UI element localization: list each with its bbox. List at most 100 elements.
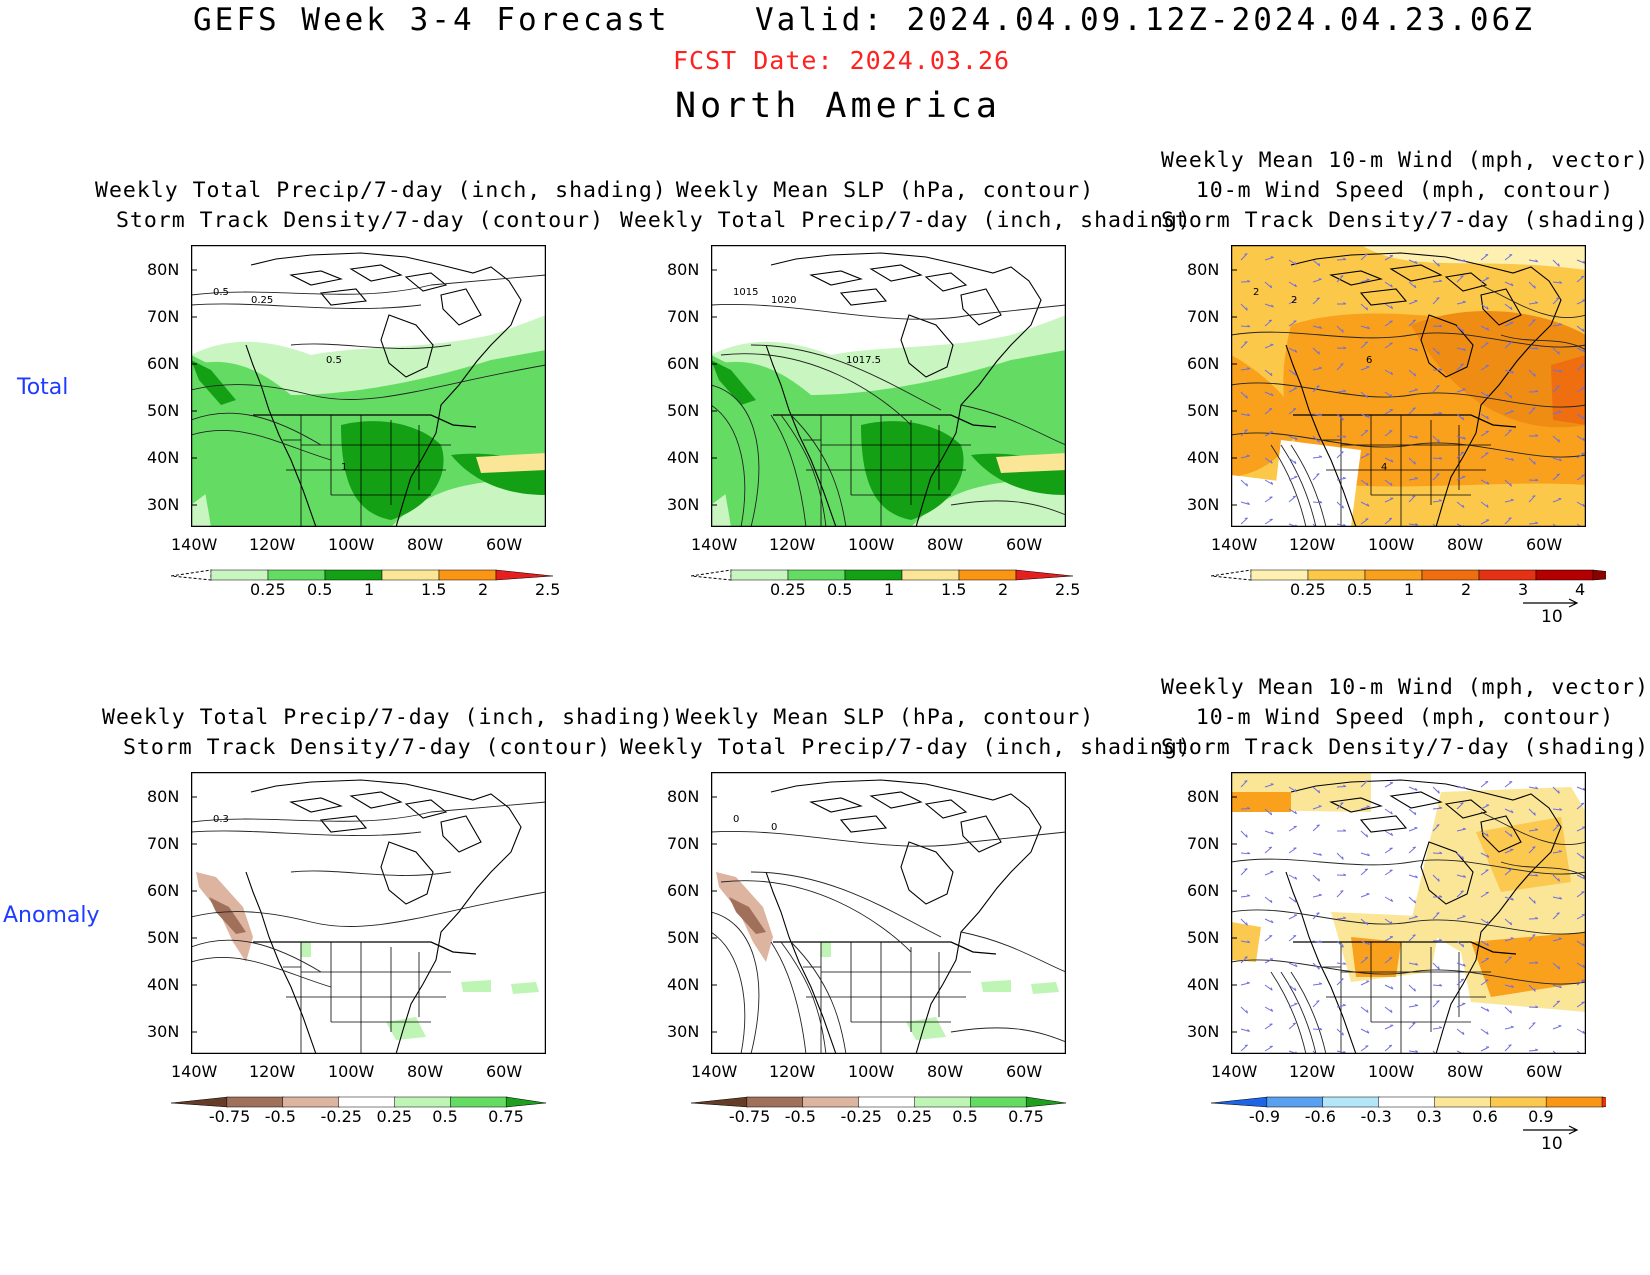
colorbar-label: 0.5 <box>827 580 853 599</box>
colorbar-label: 2.5 <box>535 580 561 599</box>
colorbar-label: 0.25 <box>770 580 806 599</box>
colorbar-label: 0.25 <box>250 580 286 599</box>
colorbar-label: 1 <box>364 580 375 599</box>
lat-tick-label: 80N <box>1187 260 1220 279</box>
forecast-date: FCST Date: 2024.03.26 <box>673 46 1011 75</box>
lon-tick-label: 100W <box>848 1062 895 1081</box>
lon-tick-label: 60W <box>1006 535 1043 554</box>
lat-tick-label: 30N <box>147 1022 180 1041</box>
lat-tick-label: 40N <box>1187 448 1220 467</box>
lon-tick-label: 80W <box>1447 1062 1484 1081</box>
contour-label: 0 <box>771 822 777 833</box>
region-title: North America <box>675 86 1001 126</box>
colorbar-label: 1 <box>1404 580 1415 599</box>
colorbar-label: 0.75 <box>1008 1107 1044 1126</box>
lon-tick-label: 100W <box>848 535 895 554</box>
colorbar <box>1211 1096 1606 1108</box>
colorbar-label: 0.3 <box>1416 1107 1442 1126</box>
colorbar-label: -0.9 <box>1248 1107 1281 1126</box>
lat-tick-label: 40N <box>147 448 180 467</box>
panel-title-total-slp: Weekly Mean SLP (hPa, contour) Weekly Tot… <box>620 178 1192 233</box>
lat-tick-label: 70N <box>147 307 180 326</box>
map-total-precip: 0.5 0.25 0.5 1 <box>191 245 546 527</box>
panel-title-anom-wind: Weekly Mean 10-m Wind (mph, vector) 10-m … <box>1160 675 1650 760</box>
lon-tick-label: 120W <box>1289 1062 1336 1081</box>
vector-reference-label: 10 <box>1541 607 1563 627</box>
lon-tick-label: 80W <box>927 1062 964 1081</box>
lat-tick-label: 80N <box>147 787 180 806</box>
lat-tick-label: 50N <box>667 401 700 420</box>
map-anom-precip: 0.3 <box>191 772 546 1054</box>
lon-tick-label: 100W <box>328 1062 375 1081</box>
lat-tick-label: 60N <box>667 354 700 373</box>
colorbar-label: -0.6 <box>1304 1107 1336 1126</box>
lat-tick-label: 50N <box>1187 928 1220 947</box>
lon-tick-label: 60W <box>486 1062 523 1081</box>
colorbar-label: 0.25 <box>896 1107 933 1126</box>
lon-tick-label: 120W <box>769 1062 816 1081</box>
colorbar-label: 2.5 <box>1055 580 1081 599</box>
contour-label: 0.5 <box>326 355 342 366</box>
panel-title-total-wind: Weekly Mean 10-m Wind (mph, vector) 10-m … <box>1160 148 1650 233</box>
colorbar-label: 0.25 <box>376 1107 413 1126</box>
colorbar-label: -0.75 <box>728 1107 771 1126</box>
lat-tick-label: 50N <box>147 401 180 420</box>
colorbar-label: -0.25 <box>840 1107 882 1126</box>
lon-tick-label: 100W <box>1368 535 1415 554</box>
lon-tick-label: 120W <box>249 1062 296 1081</box>
lat-tick-label: 80N <box>667 260 700 279</box>
header-title: GEFS Week 3-4 Forecast <box>193 2 670 38</box>
contour-label: 1 <box>341 462 347 473</box>
colorbar-label: 3 <box>1518 580 1529 599</box>
lon-tick-label: 120W <box>1289 535 1336 554</box>
lat-tick-label: 30N <box>667 495 700 514</box>
map-anom-wind <box>1231 772 1586 1054</box>
valid-period: Valid: 2024.04.09.12Z-2024.04.23.06Z <box>755 2 1535 38</box>
lat-tick-label: 70N <box>667 307 700 326</box>
colorbar-label: 1 <box>884 580 895 599</box>
lon-tick-label: 60W <box>1006 1062 1043 1081</box>
lat-tick-label: 70N <box>1187 834 1220 853</box>
colorbar-label: 0.5 <box>952 1107 978 1126</box>
map-anom-slp: 00 <box>711 772 1066 1054</box>
lat-tick-label: 40N <box>667 975 700 994</box>
contour-label: 1015 <box>733 287 758 298</box>
lon-tick-label: 80W <box>1447 535 1484 554</box>
lon-tick-label: 140W <box>1211 535 1258 554</box>
contour-label: 1017.5 <box>846 355 881 366</box>
colorbar-label: -0.25 <box>320 1107 362 1126</box>
lon-tick-label: 80W <box>407 1062 444 1081</box>
contour-label: 2 <box>1291 295 1297 306</box>
contour-label: 6 <box>1366 355 1372 366</box>
lat-tick-label: 30N <box>1187 1022 1220 1041</box>
lon-tick-label: 120W <box>769 535 816 554</box>
colorbar <box>691 1096 1067 1108</box>
colorbar-label: -0.5 <box>264 1107 296 1126</box>
map-total-slp: 1015 1020 1017.5 <box>711 245 1066 527</box>
lon-tick-label: 140W <box>1211 1062 1258 1081</box>
lat-tick-label: 30N <box>147 495 180 514</box>
colorbar <box>171 1096 547 1108</box>
lat-tick-label: 60N <box>147 881 180 900</box>
colorbar-label: 0.6 <box>1472 1107 1498 1126</box>
lat-tick-label: 50N <box>147 928 180 947</box>
colorbar-label: 0.75 <box>488 1107 524 1126</box>
colorbar-label: -0.5 <box>784 1107 816 1126</box>
vector-reference-arrow <box>1523 598 1579 608</box>
contour-label: 0.5 <box>213 287 229 298</box>
contour-label: 0 <box>733 814 739 825</box>
lat-tick-label: 60N <box>1187 881 1220 900</box>
lon-tick-label: 140W <box>171 1062 218 1081</box>
lat-tick-label: 80N <box>667 787 700 806</box>
contour-label: 0.25 <box>251 295 273 306</box>
row-label-anomaly: Anomaly <box>3 903 100 928</box>
lon-tick-label: 100W <box>328 535 375 554</box>
lon-tick-label: 80W <box>927 535 964 554</box>
lat-tick-label: 70N <box>147 834 180 853</box>
lon-tick-label: 140W <box>171 535 218 554</box>
lon-tick-label: 80W <box>407 535 444 554</box>
colorbar-label: 2 <box>478 580 489 599</box>
panel-title-total-precip: Weekly Total Precip/7-day (inch, shading… <box>95 178 667 233</box>
vector-reference-arrow <box>1523 1125 1579 1135</box>
